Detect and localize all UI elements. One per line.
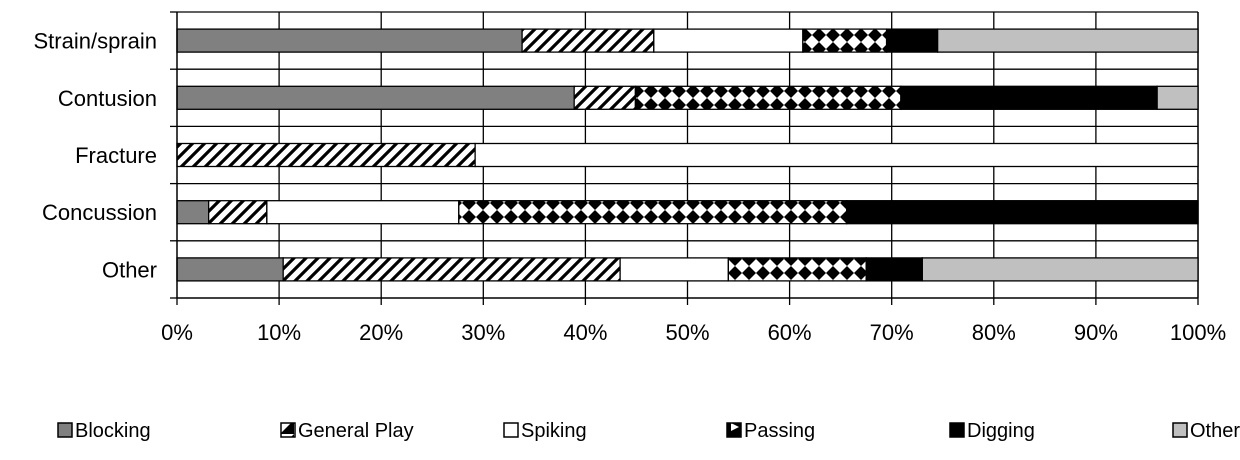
bar-segment-spiking	[474, 142, 1199, 168]
bar-segment-spiking	[653, 28, 804, 53]
legend-swatch	[503, 422, 519, 438]
bar-segment-other	[1156, 85, 1199, 110]
bar-segment-general-play	[208, 200, 268, 225]
bar-segment-other	[921, 257, 1199, 282]
legend-item: Passing	[726, 420, 815, 442]
axis-layer	[170, 11, 1199, 305]
bar-segment-blocking	[176, 85, 575, 110]
legend-item: Digging	[949, 420, 1035, 442]
bars-layer	[176, 28, 1199, 282]
x-tick-label: 0%	[161, 320, 193, 345]
legend-label: General Play	[298, 420, 414, 442]
bar-segment-digging	[846, 200, 1199, 225]
bar-segment-passing	[802, 28, 888, 53]
legend-label: Passing	[744, 420, 815, 442]
category-label: Strain/sprain	[33, 29, 157, 54]
legend-label: Blocking	[75, 420, 151, 442]
legend-swatch	[1172, 422, 1188, 438]
bar-segment-digging	[865, 257, 923, 282]
bar-segment-passing	[634, 85, 902, 110]
bar-segment-general-play	[573, 85, 637, 110]
x-tick-label: 10%	[257, 320, 301, 345]
bar-segment-blocking	[176, 257, 284, 282]
bar-segment-blocking	[176, 200, 210, 225]
x-tick-label: 40%	[563, 320, 607, 345]
category-label: Other	[102, 257, 157, 282]
x-tick-label: 20%	[359, 320, 403, 345]
x-tick-label: 50%	[665, 320, 709, 345]
bar-segment-digging	[885, 28, 939, 53]
legend-swatch	[949, 422, 965, 438]
x-tick-label: 90%	[1074, 320, 1118, 345]
legend-swatch	[726, 422, 742, 438]
legend-item: Blocking	[57, 420, 151, 442]
legend-item: Spiking	[503, 420, 587, 442]
legend-swatch	[280, 422, 296, 438]
bar-segment-spiking	[266, 200, 460, 225]
legend-item: Other	[1172, 420, 1240, 442]
x-tick-label: 70%	[870, 320, 914, 345]
bar-segment-blocking	[176, 28, 523, 53]
x-tick-label: 80%	[972, 320, 1016, 345]
bar-segment-digging	[900, 85, 1158, 110]
legend-swatch	[57, 422, 73, 438]
legend-item: General Play	[280, 420, 414, 442]
labels-layer: 0% 10% 20% 30% 40% 50% 60% 70% 80% 90% 100% Strain/…	[33, 29, 1226, 345]
legend-label: Digging	[967, 420, 1035, 442]
bar-segment-general-play	[176, 142, 476, 168]
bar-segment-passing	[458, 200, 848, 225]
category-label: Fracture	[75, 143, 157, 168]
legend-label: Spiking	[521, 420, 587, 442]
bar-segment-spiking	[619, 257, 729, 282]
bar-segment-general-play	[282, 257, 621, 282]
category-label: Contusion	[58, 86, 157, 111]
legend: Blocking General Play Spiking Passing Diggin…	[57, 420, 1240, 442]
x-tick-label: 60%	[768, 320, 812, 345]
bar-segment-other	[936, 28, 1199, 53]
grid-layer	[177, 11, 1199, 298]
bar-segment-passing	[727, 257, 867, 282]
legend-label: Other	[1190, 420, 1240, 442]
x-tick-label: 100%	[1170, 320, 1226, 345]
category-label: Concussion	[42, 200, 157, 225]
x-tick-label: 30%	[461, 320, 505, 345]
bar-segment-general-play	[521, 28, 655, 53]
